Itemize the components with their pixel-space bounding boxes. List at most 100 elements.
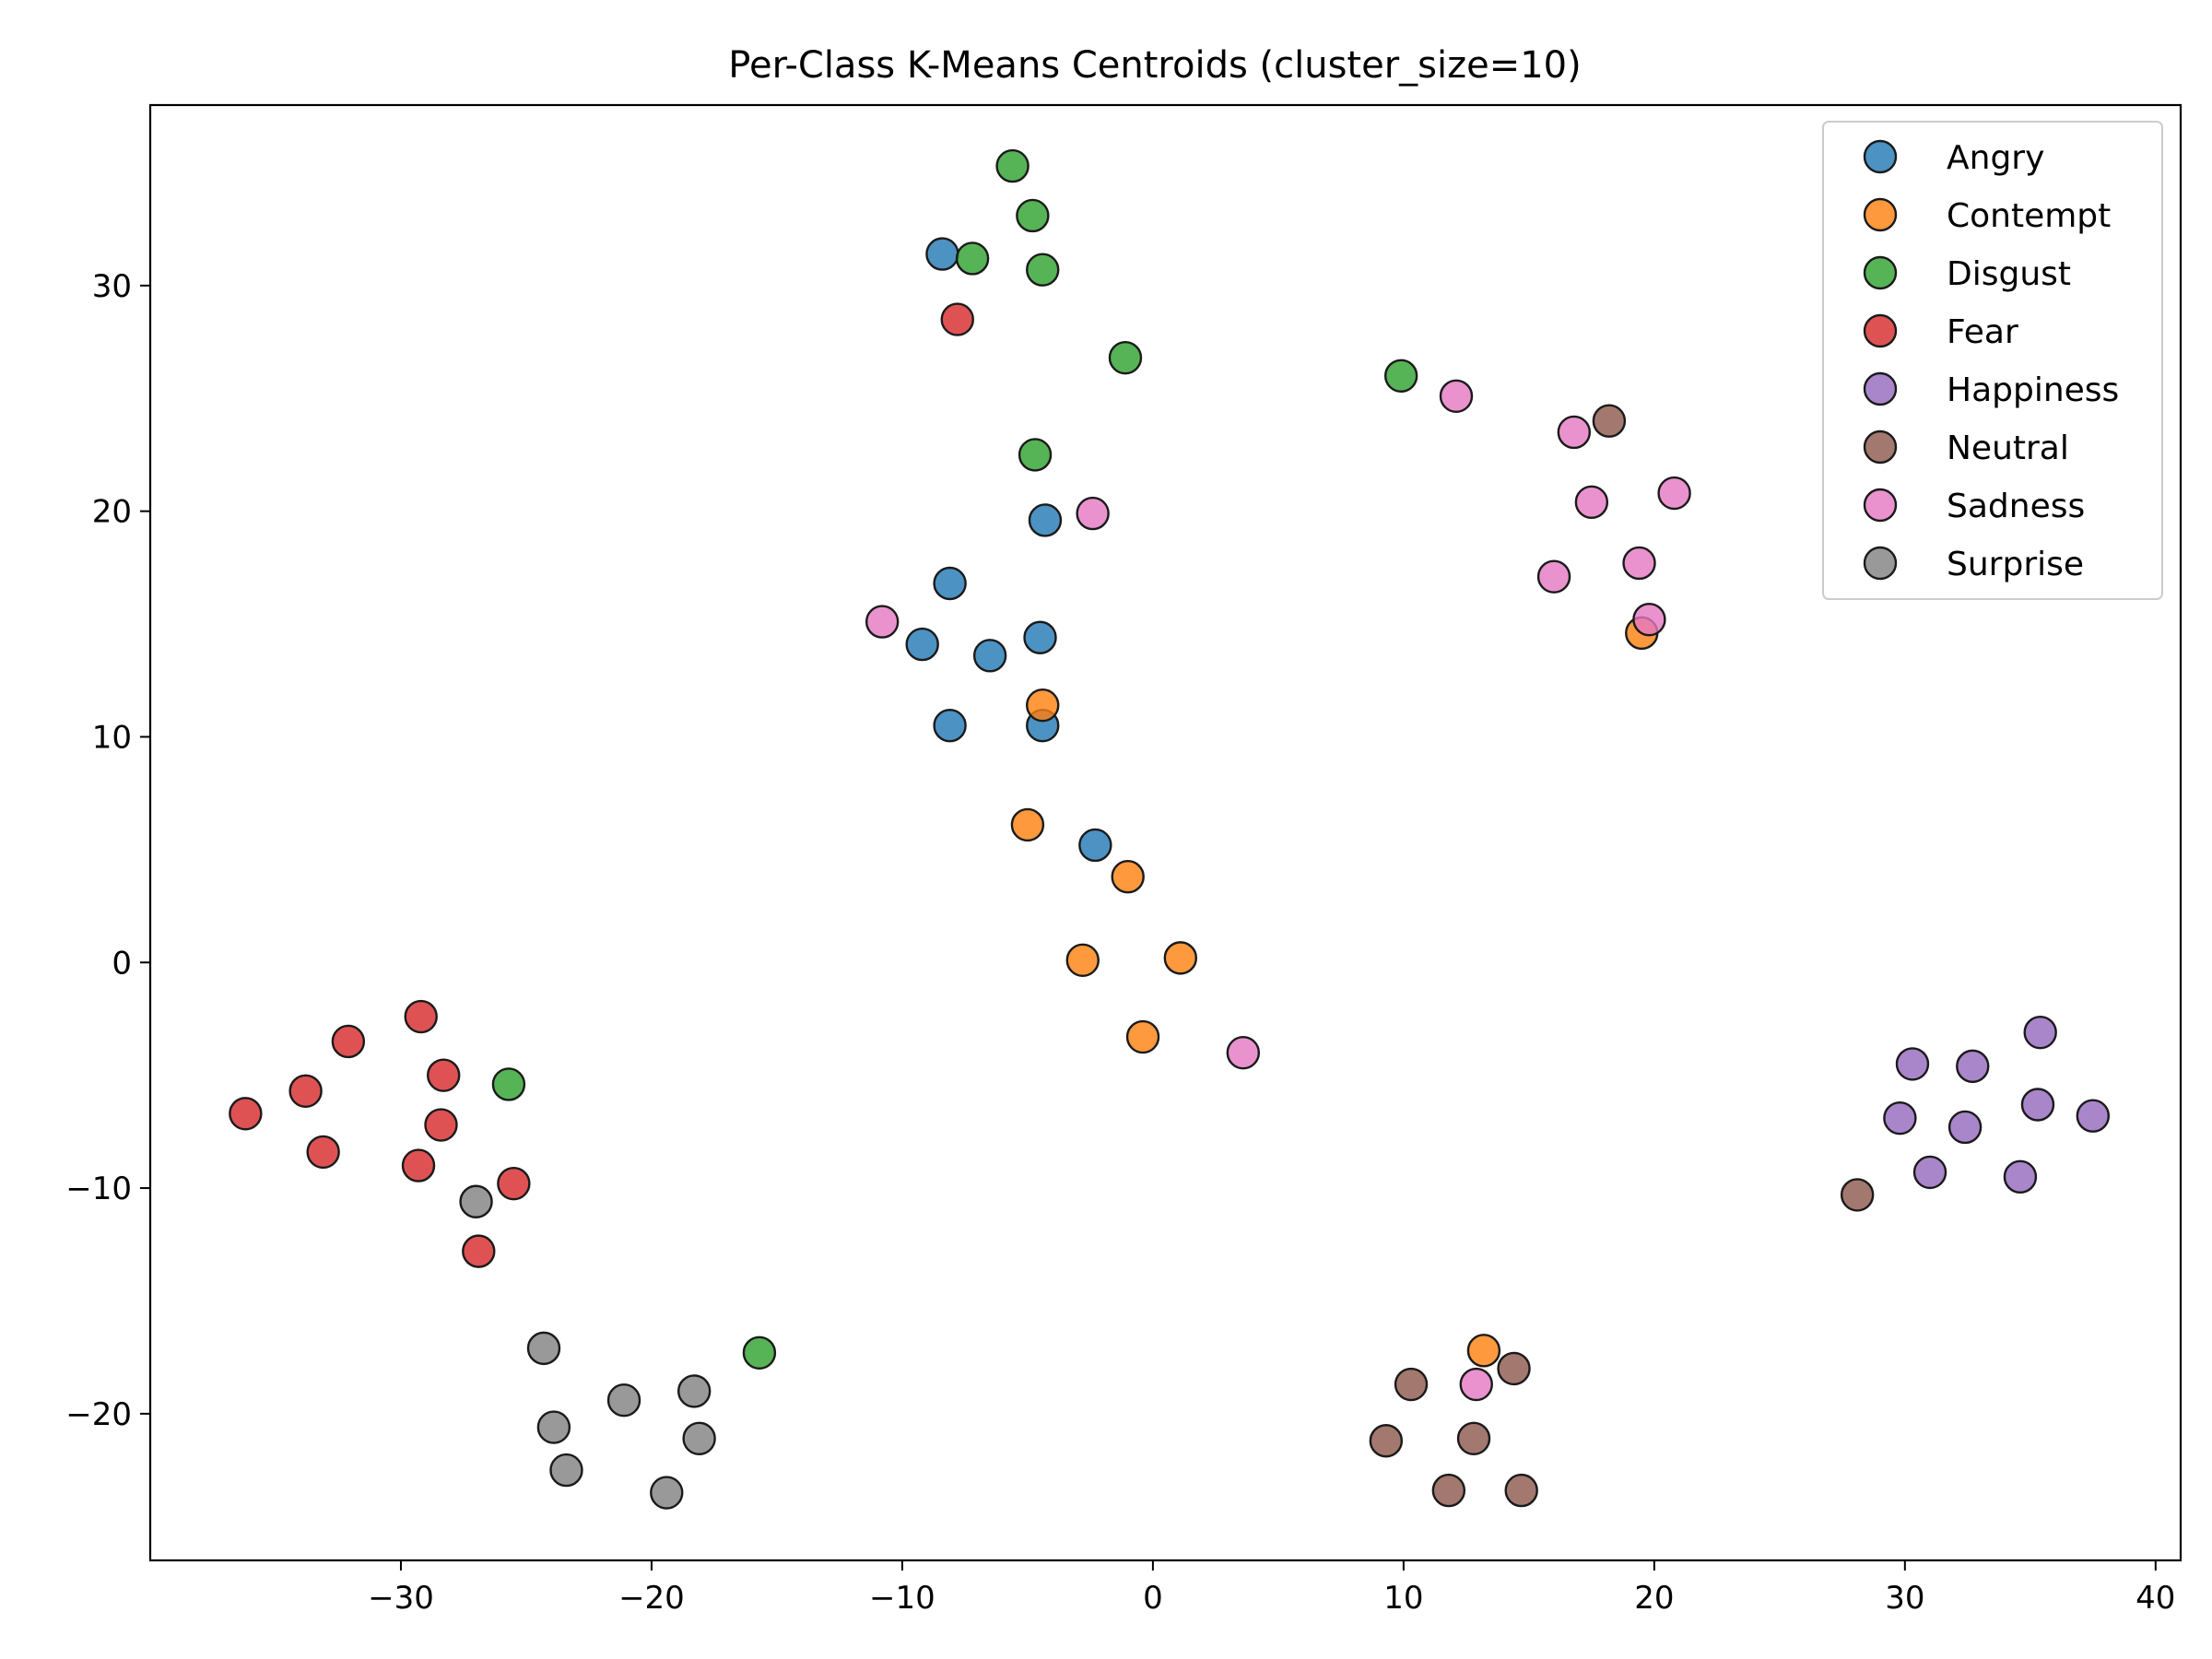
point-angry-4 xyxy=(972,639,1007,673)
point-sadness-7 xyxy=(1632,602,1666,637)
point-contempt-5 xyxy=(1163,941,1198,975)
point-contempt-7 xyxy=(1466,1334,1501,1368)
point-disgust-8 xyxy=(742,1335,777,1370)
point-fear-1 xyxy=(404,999,438,1034)
point-disgust-3 xyxy=(1026,253,1060,287)
y-tick-label: 10 xyxy=(92,719,132,756)
point-surprise-6 xyxy=(549,1453,583,1488)
point-fear-6 xyxy=(424,1108,458,1142)
legend-marker-happiness xyxy=(1863,371,1898,406)
plot-frame xyxy=(148,103,2183,1562)
point-neutral-4 xyxy=(1369,1424,1404,1458)
y-tick-label: 0 xyxy=(112,945,132,982)
x-tick-label: −30 xyxy=(368,1580,434,1617)
point-contempt-2 xyxy=(1010,807,1045,842)
legend-frame xyxy=(1822,121,2163,600)
point-sadness-6 xyxy=(1536,559,1571,594)
point-angry-2 xyxy=(933,566,967,601)
legend-marker-contempt xyxy=(1863,197,1898,232)
point-surprise-0 xyxy=(459,1184,493,1218)
point-fear-0 xyxy=(940,302,974,336)
point-angry-6 xyxy=(933,709,967,743)
x-tick-label: 40 xyxy=(2136,1580,2175,1617)
point-sadness-5 xyxy=(1622,546,1656,581)
chart-title: Per-Class K-Means Centroids (cluster_siz… xyxy=(728,44,1581,87)
x-tick-label: 20 xyxy=(1634,1580,1674,1617)
point-fear-4 xyxy=(288,1074,323,1109)
legend-label-contempt: Contempt xyxy=(1947,197,2111,235)
x-tick-label: 30 xyxy=(1885,1580,1924,1617)
x-tick-label: 10 xyxy=(1383,1580,1423,1617)
legend-label-angry: Angry xyxy=(1947,139,2044,177)
point-sadness-10 xyxy=(1459,1367,1493,1402)
point-contempt-6 xyxy=(1125,1019,1160,1054)
point-sadness-3 xyxy=(1657,476,1691,511)
legend-label-happiness: Happiness xyxy=(1947,371,2119,409)
y-tick-label: 30 xyxy=(92,268,132,305)
legend-label-sadness: Sadness xyxy=(1947,488,2085,525)
legend-marker-angry xyxy=(1863,139,1898,174)
point-sadness-4 xyxy=(1076,496,1110,531)
point-fear-2 xyxy=(331,1024,366,1059)
point-sadness-1 xyxy=(1557,415,1592,450)
y-tick-label: −20 xyxy=(65,1396,132,1433)
y-tick-label: 20 xyxy=(92,494,132,531)
point-fear-8 xyxy=(401,1148,436,1182)
point-neutral-1 xyxy=(1840,1178,1875,1212)
legend-marker-neutral xyxy=(1863,429,1898,465)
x-tick-label: −20 xyxy=(618,1580,685,1617)
point-angry-0 xyxy=(925,237,959,271)
point-surprise-4 xyxy=(536,1410,571,1444)
point-surprise-7 xyxy=(650,1476,684,1510)
y-tick-label: −10 xyxy=(65,1171,132,1207)
point-neutral-3 xyxy=(1497,1351,1531,1386)
point-surprise-5 xyxy=(682,1421,716,1456)
legend-marker-sadness xyxy=(1863,488,1898,523)
point-neutral-5 xyxy=(1456,1421,1491,1456)
point-happiness-3 xyxy=(2020,1088,2055,1122)
point-angry-1 xyxy=(1028,503,1063,537)
point-disgust-6 xyxy=(1018,438,1053,472)
point-fear-3 xyxy=(427,1058,461,1092)
point-surprise-2 xyxy=(606,1382,641,1418)
x-tick-label: 0 xyxy=(1143,1580,1163,1617)
x-tick-label: −10 xyxy=(869,1580,935,1617)
legend-marker-surprise xyxy=(1863,546,1898,581)
point-angry-3 xyxy=(905,627,939,662)
point-contempt-1 xyxy=(1026,688,1060,723)
point-disgust-7 xyxy=(491,1067,526,1101)
point-disgust-0 xyxy=(995,148,1030,183)
x-axis: −30 −20 −10 0 10 20 30 40 xyxy=(368,1560,2175,1617)
legend-label-disgust: Disgust xyxy=(1947,255,2071,293)
legend-label-fear: Fear xyxy=(1947,313,2018,351)
y-axis: −20 −10 0 10 20 30 xyxy=(65,268,150,1433)
point-happiness-5 xyxy=(1883,1100,1917,1135)
point-fear-10 xyxy=(462,1234,496,1268)
points-layer xyxy=(229,148,2111,1510)
point-fear-5 xyxy=(229,1097,263,1131)
legend-marker-disgust xyxy=(1863,255,1898,290)
point-happiness-1 xyxy=(1956,1049,1990,1084)
point-surprise-3 xyxy=(677,1374,712,1408)
point-neutral-0 xyxy=(1592,404,1627,438)
point-neutral-7 xyxy=(1504,1473,1538,1508)
point-neutral-2 xyxy=(1394,1367,1429,1402)
point-sadness-0 xyxy=(1439,379,1474,413)
point-happiness-4 xyxy=(2076,1099,2111,1133)
point-sadness-8 xyxy=(865,605,900,639)
point-sadness-9 xyxy=(1226,1035,1261,1070)
point-sadness-2 xyxy=(1574,485,1609,520)
point-angry-5 xyxy=(1023,620,1057,654)
point-disgust-2 xyxy=(955,241,990,276)
point-disgust-5 xyxy=(1383,359,1418,393)
point-neutral-6 xyxy=(1431,1473,1466,1508)
point-disgust-1 xyxy=(1016,198,1050,233)
legend: Angry Contempt Disgust Fear Happiness Neutral… xyxy=(1822,121,2163,600)
point-contempt-4 xyxy=(1065,943,1100,978)
point-happiness-6 xyxy=(1947,1110,1983,1145)
point-happiness-8 xyxy=(2003,1159,2038,1194)
legend-label-surprise: Surprise xyxy=(1947,546,2084,583)
point-happiness-0 xyxy=(1895,1047,1930,1081)
point-surprise-1 xyxy=(526,1331,561,1366)
